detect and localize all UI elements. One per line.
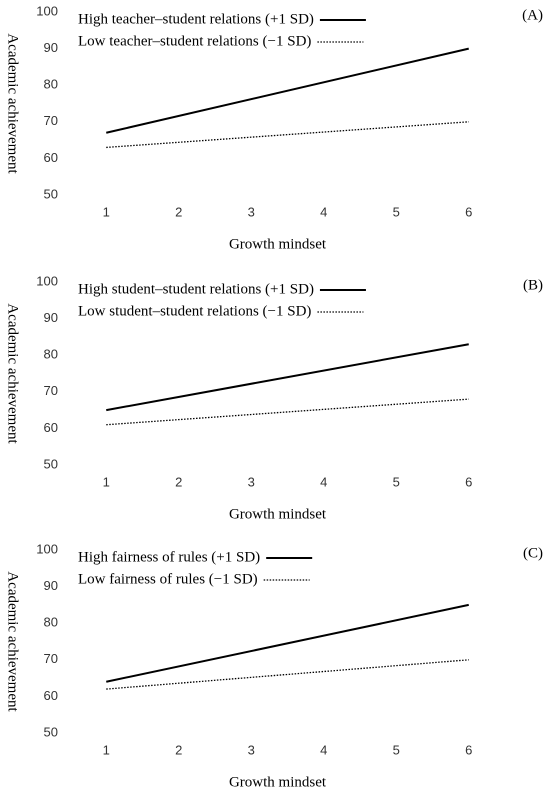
- panel-label: (B): [523, 277, 543, 293]
- data-line: [106, 47, 469, 134]
- data-line: [106, 603, 469, 683]
- x-tick-label: 2: [175, 474, 182, 489]
- x-tick-label: 6: [465, 204, 472, 219]
- x-tick-label: 1: [103, 742, 110, 757]
- y-tick-label: 100: [36, 3, 58, 18]
- x-axis-label: Growth mindset: [229, 236, 327, 252]
- y-tick-label: 60: [44, 420, 58, 435]
- x-tick-label: 6: [465, 474, 472, 489]
- x-axis-label: Growth mindset: [229, 506, 327, 522]
- y-tick-label: 90: [44, 578, 58, 593]
- y-tick-label: 60: [44, 688, 58, 703]
- panel-label: (C): [523, 545, 543, 561]
- x-tick-label: 3: [248, 742, 255, 757]
- legend-label: Low fairness of rules (−1 SD): [78, 571, 258, 587]
- y-tick-label: 80: [44, 615, 58, 630]
- y-tick-label: 70: [44, 383, 58, 398]
- y-tick-label: 70: [44, 651, 58, 666]
- x-tick-label: 1: [103, 204, 110, 219]
- x-tick-label: 1: [103, 474, 110, 489]
- y-axis-label: Academic achievement: [5, 33, 21, 174]
- x-tick-label: 5: [393, 742, 400, 757]
- data-line: [106, 343, 469, 412]
- x-tick-label: 4: [320, 742, 327, 757]
- legend-label: Low teacher–student relations (−1 SD): [78, 33, 311, 49]
- y-tick-label: 60: [44, 150, 58, 165]
- x-axis-label: Growth mindset: [229, 774, 327, 790]
- x-tick-label: 2: [175, 204, 182, 219]
- x-tick-label: 3: [248, 204, 255, 219]
- y-tick-label: 100: [36, 273, 58, 288]
- y-tick-label: 70: [44, 113, 58, 128]
- y-tick-label: 100: [36, 541, 58, 556]
- x-tick-label: 4: [320, 474, 327, 489]
- x-tick-label: 4: [320, 204, 327, 219]
- data-line: [106, 398, 469, 426]
- y-tick-label: 80: [44, 347, 58, 362]
- y-tick-label: 50: [44, 724, 58, 739]
- y-tick-label: 80: [44, 77, 58, 92]
- x-tick-label: 5: [393, 474, 400, 489]
- y-tick-label: 50: [44, 186, 58, 201]
- panel-label: (A): [522, 7, 543, 23]
- legend-label: High fairness of rules (+1 SD): [78, 549, 260, 565]
- data-line: [106, 659, 469, 690]
- y-tick-label: 90: [44, 40, 58, 55]
- x-tick-label: 6: [465, 742, 472, 757]
- x-tick-label: 5: [393, 204, 400, 219]
- y-tick-label: 90: [44, 310, 58, 325]
- y-axis-label: Academic achievement: [5, 303, 21, 444]
- y-tick-label: 50: [44, 456, 58, 471]
- x-tick-label: 2: [175, 742, 182, 757]
- legend-label: High teacher–student relations (+1 SD): [78, 11, 314, 27]
- legend-label: Low student–student relations (−1 SD): [78, 303, 311, 319]
- y-axis-label: Academic achievement: [5, 571, 21, 712]
- x-tick-label: 3: [248, 474, 255, 489]
- data-line: [106, 121, 469, 149]
- legend-label: High student–student relations (+1 SD): [78, 281, 314, 297]
